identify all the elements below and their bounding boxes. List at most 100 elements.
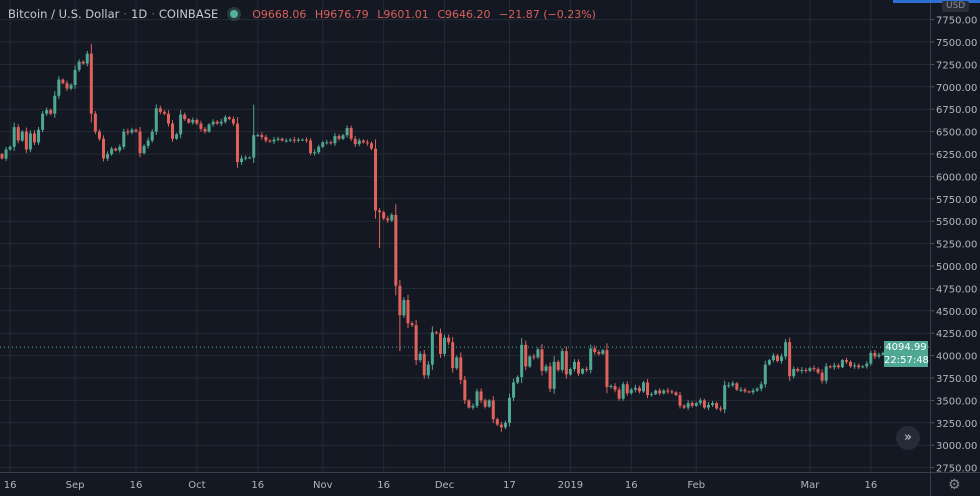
- gear-icon[interactable]: ⚙: [948, 477, 961, 493]
- candle-body: [211, 121, 215, 125]
- y-tick-label: 6000.00: [936, 172, 977, 183]
- candle-body: [349, 128, 353, 139]
- candle-body: [28, 133, 32, 150]
- candle-body: [706, 404, 710, 408]
- candle-body: [666, 390, 670, 392]
- y-tick-label: 3000.00: [936, 441, 977, 452]
- interval[interactable]: 1D: [131, 7, 148, 21]
- candle-body: [8, 146, 12, 150]
- candle-body: [731, 383, 735, 386]
- y-tick-label: 5750.00: [936, 195, 977, 206]
- y-tick-label: 4250.00: [936, 329, 977, 340]
- candle-body: [747, 391, 751, 393]
- candle-body: [788, 342, 792, 377]
- candle-body: [495, 419, 499, 425]
- top-toolbar-button[interactable]: [893, 0, 980, 3]
- candle-body: [491, 400, 495, 420]
- candle-body: [106, 154, 110, 159]
- currency-label[interactable]: USD: [942, 1, 970, 12]
- candle-body: [85, 53, 89, 64]
- candle-body: [528, 356, 532, 367]
- x-tick-label: Sep: [66, 480, 85, 491]
- candle-body: [57, 79, 61, 96]
- candle-body: [244, 157, 248, 159]
- candle-body: [763, 364, 767, 385]
- candle-body: [365, 142, 369, 144]
- candle-body: [654, 390, 658, 395]
- candle-body: [755, 388, 759, 391]
- candle-body: [536, 349, 540, 358]
- y-tick-label: 4500.00: [936, 307, 977, 318]
- candle-body: [227, 117, 231, 120]
- candle-body: [512, 382, 516, 398]
- candle-body: [81, 61, 85, 64]
- y-tick-label: 5250.00: [936, 240, 977, 251]
- candle-body: [69, 85, 73, 89]
- candle-body: [353, 138, 357, 145]
- x-tick-label: 16: [377, 480, 390, 491]
- candle-body: [61, 79, 65, 84]
- candle-body: [122, 131, 126, 147]
- candle-body: [53, 95, 57, 114]
- candle-body: [77, 61, 81, 70]
- candle-body: [613, 386, 617, 390]
- candle-body: [625, 384, 629, 394]
- candle-body: [467, 400, 471, 408]
- candle-body: [698, 400, 702, 404]
- x-tick-label: 2019: [558, 480, 583, 491]
- candle-body: [455, 357, 459, 369]
- candle-body: [877, 354, 881, 357]
- candle-body: [406, 300, 410, 324]
- candle-body: [12, 127, 16, 147]
- candle-body: [345, 128, 349, 136]
- candle-body: [191, 119, 195, 123]
- candle-body: [702, 400, 706, 408]
- y-tick-label: 4750.00: [936, 284, 977, 295]
- exchange: COINBASE: [158, 7, 219, 21]
- y-tick-label: 7250.00: [936, 60, 977, 71]
- candle-body: [199, 123, 203, 129]
- change-value: −21.87 (−0.23%): [498, 7, 596, 21]
- candle-body: [296, 139, 300, 141]
- candle-body: [727, 385, 731, 387]
- candle-body: [662, 390, 666, 394]
- candle-body: [438, 333, 442, 354]
- candle-body: [219, 121, 223, 124]
- candle-body: [820, 372, 824, 381]
- candle-body: [97, 131, 101, 139]
- candle-body: [114, 148, 118, 151]
- candle-body: [792, 369, 796, 377]
- candle-body: [759, 384, 763, 389]
- candle-body: [252, 135, 256, 158]
- y-tick-label: 7750.00: [936, 16, 977, 27]
- separator: ·: [151, 7, 155, 21]
- candle-body: [175, 134, 179, 139]
- y-tick-label: 3750.00: [936, 374, 977, 385]
- candle-body: [499, 424, 503, 428]
- candle-body: [134, 129, 138, 132]
- candle-body: [743, 389, 747, 392]
- candle-body: [418, 353, 422, 361]
- candle-body: [394, 214, 398, 286]
- candle-body: [483, 400, 487, 407]
- symbol-name[interactable]: Bitcoin / U.S. Dollar: [8, 7, 120, 21]
- candle-body: [187, 119, 191, 123]
- x-tick-label: 16: [4, 480, 17, 491]
- candle-body: [597, 352, 601, 354]
- candle-body: [617, 389, 621, 399]
- candle-body: [633, 387, 637, 390]
- candle-body: [641, 382, 645, 392]
- candle-body: [735, 383, 739, 390]
- candle-body: [739, 389, 743, 391]
- candle-body: [171, 123, 175, 139]
- candle-body: [487, 400, 491, 407]
- x-tick-label: 16: [625, 480, 638, 491]
- market-status-icon: [230, 10, 239, 18]
- x-tick-label: Nov: [313, 480, 333, 491]
- candle-body: [49, 110, 53, 114]
- candle-body: [223, 117, 227, 122]
- scroll-to-realtime-button[interactable]: »: [896, 426, 920, 450]
- candle-body: [780, 356, 784, 361]
- candle-body: [690, 403, 694, 406]
